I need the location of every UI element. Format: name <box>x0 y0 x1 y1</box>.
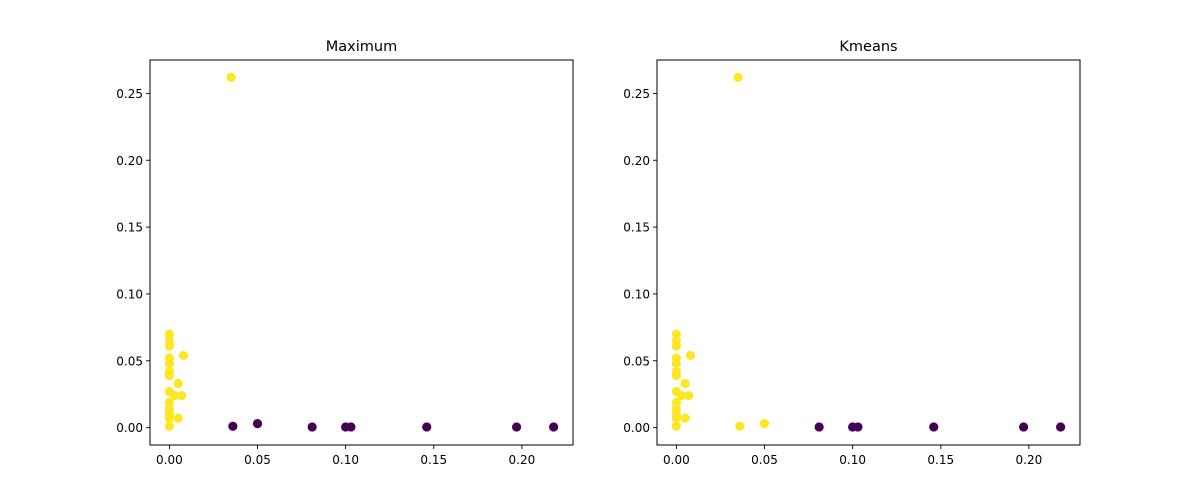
scatter-point <box>685 350 696 361</box>
y-tick-label: 0.05 <box>623 354 650 368</box>
plot-frame <box>656 59 1081 446</box>
scatter-point <box>671 397 681 407</box>
y-tick-label: 0.00 <box>623 421 650 435</box>
scatter-point <box>759 419 770 429</box>
x-tick-label: 0.00 <box>156 453 183 467</box>
axis-ticks: 0.00 0.05 0.10 0.15 0.20 0.00 0.05 0.10 0.15 0.20… <box>623 87 1042 467</box>
scatter-point <box>671 329 681 339</box>
x-tick-label: 0.20 <box>1016 453 1043 467</box>
chart-title: Kmeans <box>839 39 897 55</box>
scatter-point <box>164 341 174 351</box>
y-tick-label: 0.20 <box>623 154 650 168</box>
y-tick-label: 0.10 <box>116 287 143 301</box>
scatter-point <box>307 422 317 432</box>
scatter-points <box>671 72 1066 432</box>
scatter-point <box>684 390 694 401</box>
scatter-point <box>1056 422 1066 432</box>
scatter-point <box>671 421 681 431</box>
y-tick-label: 0.05 <box>116 354 143 368</box>
scatter-point <box>1019 422 1029 432</box>
y-tick-label: 0.10 <box>623 287 650 301</box>
y-tick-label: 0.15 <box>116 221 143 235</box>
scatter-point <box>680 378 690 389</box>
plot-frame <box>149 59 574 446</box>
y-tick-label: 0.25 <box>623 87 650 101</box>
scatter-point <box>164 358 174 369</box>
scatter-point <box>164 421 174 431</box>
scatter-point <box>164 397 174 407</box>
chart-title: Maximum <box>326 39 397 55</box>
scatter-point <box>671 358 681 369</box>
scatter-point <box>680 413 690 423</box>
scatter-point <box>228 421 238 431</box>
scatter-point <box>853 422 863 432</box>
scatter-points <box>164 72 559 432</box>
x-tick-label: 0.15 <box>420 453 447 467</box>
y-tick-label: 0.00 <box>116 421 143 435</box>
scatter-point <box>173 378 183 389</box>
scatter-point <box>346 422 356 432</box>
scatter-point <box>178 350 189 361</box>
scatter-point <box>671 370 681 381</box>
x-tick-label: 0.05 <box>751 453 778 467</box>
x-tick-label: 0.10 <box>839 453 866 467</box>
scatter-point <box>511 422 522 432</box>
scatter-point <box>173 413 183 423</box>
axis-ticks: 0.00 0.05 0.10 0.15 0.20 0.00 0.05 0.10 0.15 0.20… <box>116 87 535 467</box>
scatter-point <box>164 413 174 423</box>
scatter-point <box>164 370 174 381</box>
x-tick-label: 0.00 <box>663 453 690 467</box>
subplot-maximum: Maximum 0.00 0.05 0.10 0.15 0.20 0.00 0.05 0.10… <box>116 39 574 467</box>
scatter-point <box>170 390 180 401</box>
y-tick-label: 0.20 <box>116 154 143 168</box>
scatter-point <box>177 390 187 401</box>
scatter-point <box>252 419 263 429</box>
subplot-kmeans: Kmeans 0.00 0.05 0.10 0.15 0.200.000.050.100… <box>623 39 1081 467</box>
y-tick-label: 0.15 <box>623 221 650 235</box>
scatter-point <box>164 329 174 339</box>
y-tick-label: 0.25 <box>116 87 143 101</box>
scatter-point <box>422 422 432 432</box>
scatter-point <box>677 390 687 401</box>
scatter-point <box>671 413 681 423</box>
scatter-point <box>549 422 559 432</box>
scatter-point <box>671 341 681 351</box>
scatter-point <box>929 422 939 432</box>
scatter-point <box>733 72 743 82</box>
x-tick-label: 0.05 <box>244 453 271 467</box>
scatter-point <box>226 72 236 82</box>
x-tick-label: 0.10 <box>332 453 359 467</box>
x-tick-label: 0.15 <box>927 453 954 467</box>
scatter-point <box>814 422 824 432</box>
x-tick-label: 0.20 <box>509 453 536 467</box>
scatter-point <box>735 421 745 431</box>
